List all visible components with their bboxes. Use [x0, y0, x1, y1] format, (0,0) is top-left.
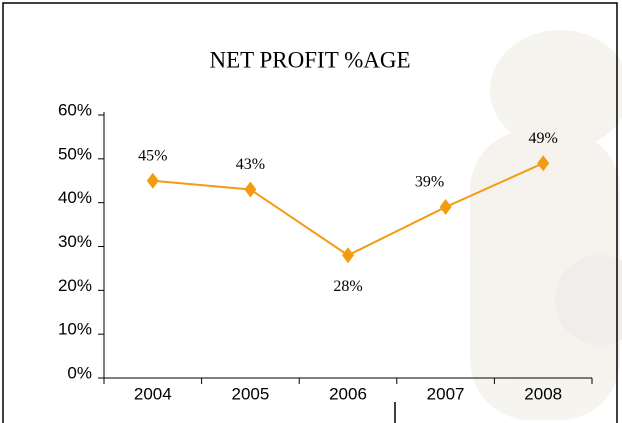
x-tick-label: 2007 [427, 384, 465, 403]
y-tick-label: 60% [58, 100, 92, 119]
data-label: 49% [529, 130, 558, 147]
y-tick-label: 0% [67, 363, 92, 382]
x-tick-label: 2008 [524, 384, 562, 403]
data-label: 39% [415, 174, 444, 191]
y-tick-label: 30% [58, 232, 92, 251]
data-label: 28% [333, 278, 362, 295]
y-tick-label: 50% [58, 144, 92, 163]
x-tick-label: 2005 [231, 384, 269, 403]
y-tick-label: 20% [58, 276, 92, 295]
chart: NET PROFIT %AGE 0% 10% 20% 30% 40% 50% 60% 2004… [0, 0, 622, 423]
watermark [470, 30, 622, 420]
y-tick-label: 40% [58, 188, 92, 207]
chart-title: NET PROFIT %AGE [209, 47, 410, 72]
x-tick-label: 2006 [329, 384, 367, 403]
data-label: 45% [138, 147, 167, 164]
data-label: 43% [236, 156, 265, 173]
y-tick-label: 10% [58, 320, 92, 339]
x-tick-label: 2004 [134, 384, 172, 403]
